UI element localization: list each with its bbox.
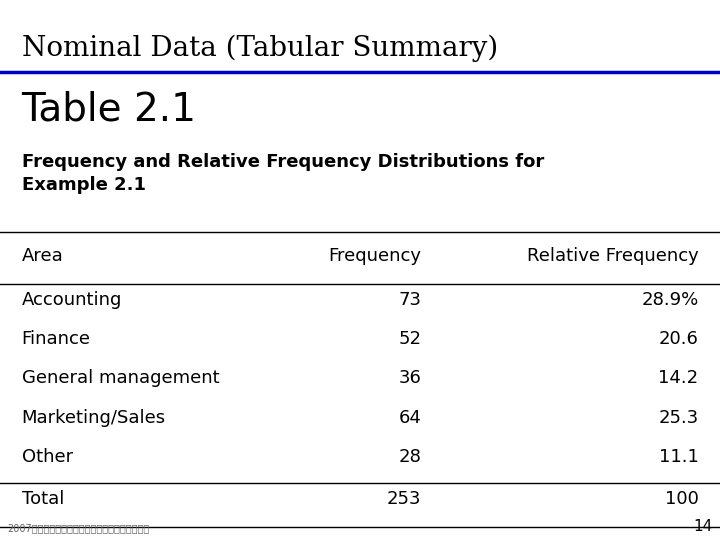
Text: 36: 36 [398, 369, 421, 387]
Text: 20.6: 20.6 [659, 330, 698, 348]
Text: 14: 14 [693, 518, 713, 534]
Text: Frequency: Frequency [328, 247, 421, 265]
Text: Area: Area [22, 247, 63, 265]
Text: 100: 100 [665, 490, 698, 508]
Text: 28.9%: 28.9% [641, 291, 698, 308]
Text: Other: Other [22, 448, 73, 466]
Text: 25.3: 25.3 [658, 409, 698, 427]
Text: Total: Total [22, 490, 64, 508]
Text: 14.2: 14.2 [658, 369, 698, 387]
Text: 73: 73 [398, 291, 421, 308]
Text: 253: 253 [387, 490, 421, 508]
Text: Relative Frequency: Relative Frequency [526, 247, 698, 265]
Text: Table 2.1: Table 2.1 [22, 91, 197, 129]
Text: 2007クリエイティブ・コモンズ（エル）有限会社: 2007クリエイティブ・コモンズ（エル）有限会社 [7, 523, 150, 534]
Text: 64: 64 [398, 409, 421, 427]
Text: Nominal Data (Tabular Summary): Nominal Data (Tabular Summary) [22, 35, 498, 63]
Text: Marketing/Sales: Marketing/Sales [22, 409, 166, 427]
Text: 28: 28 [398, 448, 421, 466]
Text: Accounting: Accounting [22, 291, 122, 308]
Text: General management: General management [22, 369, 219, 387]
Text: 52: 52 [398, 330, 421, 348]
Text: Finance: Finance [22, 330, 91, 348]
Text: Frequency and Relative Frequency Distributions for
Example 2.1: Frequency and Relative Frequency Distrib… [22, 153, 544, 194]
Text: 11.1: 11.1 [659, 448, 698, 466]
